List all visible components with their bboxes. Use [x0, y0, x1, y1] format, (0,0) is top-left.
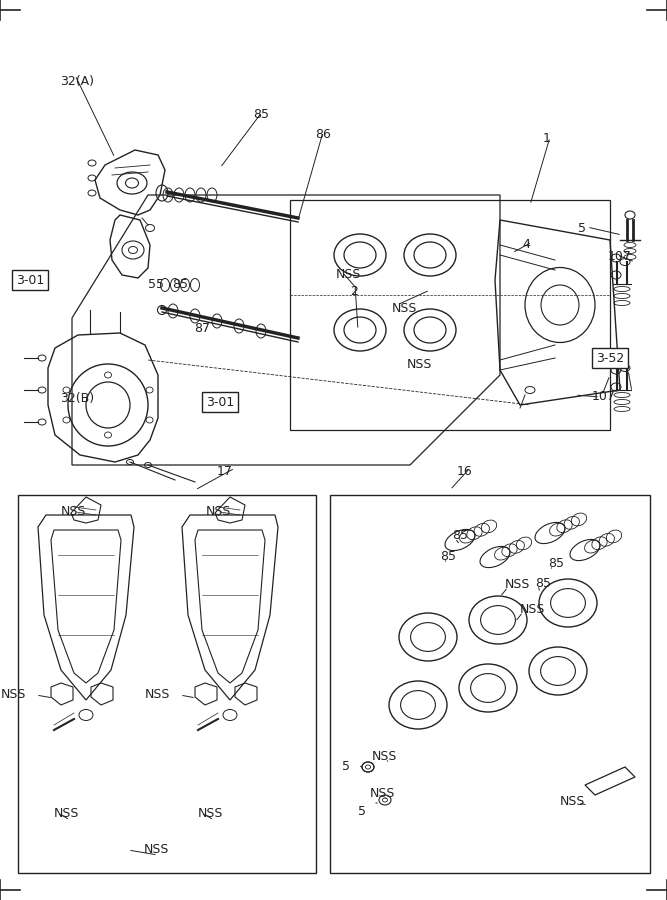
Text: NSS: NSS [372, 750, 398, 763]
Text: 86: 86 [315, 128, 331, 141]
Text: NSS: NSS [370, 787, 396, 800]
Text: 32(B): 32(B) [60, 392, 94, 405]
Text: NSS: NSS [145, 688, 170, 701]
Text: 4: 4 [522, 238, 530, 251]
Text: 3-01: 3-01 [206, 395, 234, 409]
Text: 32(A): 32(A) [60, 75, 94, 88]
Text: 5: 5 [342, 760, 350, 773]
Text: NSS: NSS [560, 795, 586, 808]
Text: 3-01: 3-01 [16, 274, 44, 286]
Text: NSS: NSS [407, 358, 432, 371]
Text: NSS: NSS [197, 807, 223, 820]
Text: 1: 1 [543, 132, 551, 145]
Text: 17: 17 [217, 465, 233, 478]
Bar [290, 200, 610, 430]
Text: NSS: NSS [53, 807, 79, 820]
Bar [18, 495, 316, 873]
Text: NSS: NSS [520, 603, 546, 616]
Text: 107: 107 [608, 250, 632, 263]
Text: 87: 87 [194, 322, 210, 335]
Text: 55: 55 [148, 278, 164, 291]
Text: NSS: NSS [143, 843, 169, 856]
Text: 85: 85 [253, 108, 269, 121]
Text: 85: 85 [440, 550, 456, 563]
Text: 2: 2 [350, 285, 358, 298]
Text: 85: 85 [172, 278, 188, 291]
Text: 85: 85 [548, 557, 564, 570]
Text: 16: 16 [457, 465, 473, 478]
Text: 85: 85 [452, 529, 468, 542]
Text: NSS: NSS [336, 268, 362, 281]
Text: NSS: NSS [392, 302, 418, 315]
Text: NSS: NSS [505, 578, 530, 591]
Text: 5: 5 [358, 805, 366, 818]
Text: 5: 5 [578, 222, 586, 235]
Text: NSS: NSS [1, 688, 26, 701]
Text: NSS: NSS [205, 505, 231, 518]
Text: NSS: NSS [60, 505, 85, 518]
Text: 107: 107 [592, 390, 616, 403]
Bar [330, 495, 650, 873]
Text: 85: 85 [535, 577, 551, 590]
Text: 3-52: 3-52 [596, 352, 624, 365]
